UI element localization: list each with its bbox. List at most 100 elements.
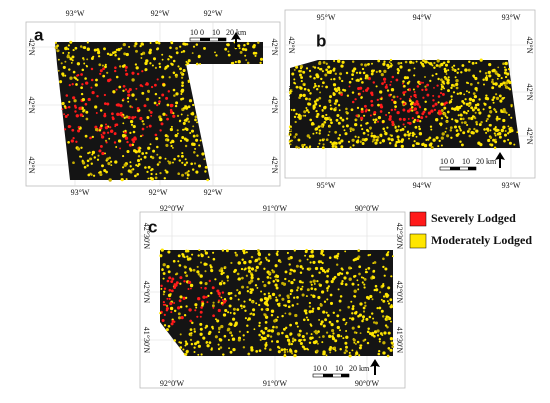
lodging-pixel (365, 268, 368, 271)
lodging-pixel (459, 117, 463, 121)
lodging-pixel (377, 103, 380, 107)
lodging-pixel (349, 317, 351, 320)
lodging-pixel (283, 348, 287, 351)
lodging-pixel (159, 117, 163, 122)
lodging-pixel (380, 72, 384, 77)
lodging-pixel (276, 332, 281, 336)
lodging-pixel (92, 174, 96, 177)
lodging-pixel (227, 53, 231, 57)
lodging-pixel (299, 93, 303, 98)
lodging-pixel (175, 272, 179, 275)
lat-label: 42°N (525, 84, 534, 101)
lodging-pixel (357, 288, 360, 291)
lodging-pixel (170, 280, 174, 284)
lodging-pixel (468, 97, 473, 101)
lodging-pixel (294, 133, 298, 136)
lodging-pixel (303, 347, 307, 351)
lodging-pixel (230, 334, 234, 337)
lodging-pixel (423, 143, 428, 148)
lodging-pixel (445, 120, 449, 123)
lodging-pixel (212, 251, 215, 254)
lodging-pixel (264, 321, 268, 324)
lodging-pixel (332, 332, 335, 335)
lat-label: 42°0'N (142, 281, 151, 304)
lodging-pixel (250, 348, 254, 352)
lodging-pixel (410, 95, 412, 98)
lodging-pixel (387, 137, 391, 141)
lodging-pixel (335, 118, 339, 122)
lodging-pixel (248, 298, 252, 302)
lodging-pixel (150, 172, 153, 176)
lodging-pixel (338, 272, 342, 275)
lodging-pixel (351, 100, 355, 104)
lodging-pixel (148, 109, 151, 112)
lodging-pixel (312, 260, 316, 264)
lodging-pixel (91, 91, 95, 95)
lodging-pixel (356, 79, 360, 82)
lodging-pixel (444, 115, 447, 118)
lodging-pixel (179, 45, 182, 48)
lodging-pixel (65, 94, 69, 97)
lodging-pixel (194, 147, 197, 150)
lodging-pixel (284, 277, 287, 281)
lodging-pixel (73, 99, 77, 103)
lodging-pixel (103, 168, 107, 173)
lodging-pixel (187, 59, 191, 63)
lodging-pixel (461, 121, 464, 124)
lodging-pixel (203, 158, 206, 161)
lodging-pixel (365, 317, 369, 321)
lodging-pixel (247, 266, 251, 270)
lodging-pixel (325, 68, 328, 72)
lodging-pixel (136, 159, 141, 163)
lodging-pixel (152, 149, 156, 153)
lodging-pixel (394, 144, 398, 148)
lodging-pixel (274, 264, 278, 268)
lodging-pixel (191, 52, 194, 55)
lodging-pixel (430, 128, 433, 131)
lodging-pixel (497, 66, 500, 69)
lodging-pixel (223, 334, 227, 338)
lodging-pixel (136, 72, 140, 76)
lodging-pixel (391, 123, 395, 127)
lodging-pixel (403, 76, 407, 80)
lodging-pixel (315, 115, 319, 118)
lodging-pixel (413, 102, 417, 106)
scale-label: 20 km (476, 157, 497, 166)
lodging-pixel (415, 142, 419, 145)
lodging-pixel (210, 291, 213, 295)
lodging-pixel (358, 265, 362, 269)
lodging-pixel (424, 60, 428, 64)
lodging-pixel (224, 47, 228, 51)
lodging-pixel (492, 96, 496, 99)
lodging-pixel (249, 288, 252, 291)
lodging-pixel (264, 315, 269, 319)
lodging-pixel (467, 82, 470, 85)
lodging-pixel (62, 65, 66, 69)
lodging-pixel (351, 128, 355, 132)
lodging-pixel (386, 354, 390, 358)
lodging-pixel (103, 102, 107, 105)
lodging-pixel (154, 66, 157, 69)
lodging-pixel (345, 271, 349, 275)
lodging-pixel (86, 58, 89, 61)
lodging-pixel (90, 67, 94, 71)
lodging-pixel (176, 129, 179, 132)
lodging-pixel (362, 71, 366, 75)
lodging-pixel (234, 294, 237, 297)
lodging-pixel (238, 330, 241, 333)
lodging-pixel (169, 302, 173, 306)
lodging-pixel (404, 60, 408, 64)
lodging-pixel (266, 276, 270, 279)
lodging-pixel (318, 61, 322, 66)
lodging-pixel (146, 97, 150, 101)
lodging-pixel (117, 47, 121, 52)
lodging-pixel (179, 282, 182, 285)
lodging-pixel (119, 147, 122, 150)
lodging-pixel (229, 331, 233, 335)
lodging-pixel (354, 98, 357, 101)
lodging-pixel (140, 52, 143, 56)
lodging-pixel (352, 305, 355, 308)
lodging-pixel (349, 130, 352, 133)
lodging-pixel (471, 61, 475, 65)
lodging-pixel (502, 81, 506, 85)
